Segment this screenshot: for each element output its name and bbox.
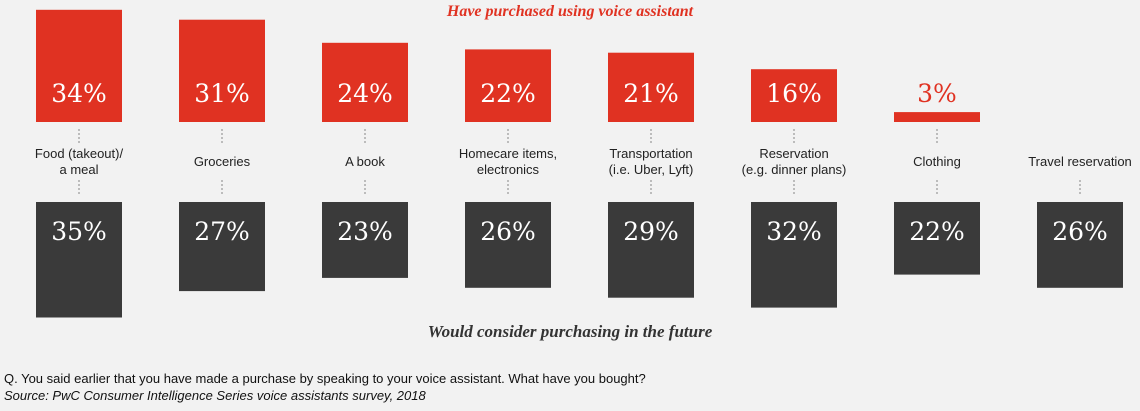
purchased-value-label-0: 34% xyxy=(51,79,107,108)
purchased-value-label-3: 22% xyxy=(480,79,536,108)
future-bar-7 xyxy=(1037,202,1123,288)
future-bar-1 xyxy=(179,202,265,292)
future-bar-5 xyxy=(751,202,837,308)
survey-question-note: Q. You said earlier that you have made a… xyxy=(4,371,646,386)
source-note: Source: PwC Consumer Intelligence Series… xyxy=(4,388,426,403)
purchased-value-label-6: 3% xyxy=(917,79,957,108)
future-value-label-3: 26% xyxy=(480,217,536,246)
category-label-4-line-0: Transportation xyxy=(609,146,692,161)
purchased-value-label-5: 16% xyxy=(766,79,822,108)
purchased-value-label-2: 24% xyxy=(337,79,393,108)
purchased-bar-0 xyxy=(36,9,122,122)
future-value-label-6: 22% xyxy=(909,217,965,246)
category-label-5-line-1: (e.g. dinner plans) xyxy=(742,162,847,177)
future-value-label-0: 35% xyxy=(51,217,107,246)
future-bar-0 xyxy=(36,202,122,318)
bottom-chart-title: Would consider purchasing in the future xyxy=(427,322,713,341)
category-label-2-line-0: A book xyxy=(345,154,385,169)
future-value-label-7: 26% xyxy=(1052,217,1108,246)
category-label-3-line-1: electronics xyxy=(477,162,540,177)
category-label-7-line-0: Travel reservation xyxy=(1028,154,1132,169)
top-chart-title: Have purchased using voice assistant xyxy=(446,3,694,20)
future-value-label-4: 29% xyxy=(623,217,679,246)
purchased-bar-3 xyxy=(465,49,551,122)
purchased-value-label-1: 31% xyxy=(194,79,250,108)
purchased-value-label-4: 21% xyxy=(623,79,679,108)
future-bar-2 xyxy=(322,202,408,278)
future-value-label-1: 27% xyxy=(194,217,250,246)
category-label-0-line-0: Food (takeout)/ xyxy=(35,146,124,161)
category-label-4-line-1: (i.e. Uber, Lyft) xyxy=(609,162,694,177)
purchased-bar-4 xyxy=(608,52,694,123)
future-value-label-2: 23% xyxy=(337,217,393,246)
purchased-bar-1 xyxy=(179,19,265,123)
category-label-6-line-0: Clothing xyxy=(913,154,961,169)
purchased-bar-5 xyxy=(751,69,837,122)
category-label-3-line-0: Homecare items, xyxy=(459,146,557,161)
category-label-1-line-0: Groceries xyxy=(194,154,251,169)
category-label-5-line-0: Reservation xyxy=(759,146,828,161)
future-bar-3 xyxy=(465,202,551,288)
purchased-bar-2 xyxy=(322,42,408,122)
future-bar-4 xyxy=(608,202,694,298)
purchased-bar-6 xyxy=(894,112,980,122)
future-bar-6 xyxy=(894,202,980,275)
future-value-label-5: 32% xyxy=(766,217,822,246)
category-label-0-line-1: a meal xyxy=(59,162,98,177)
